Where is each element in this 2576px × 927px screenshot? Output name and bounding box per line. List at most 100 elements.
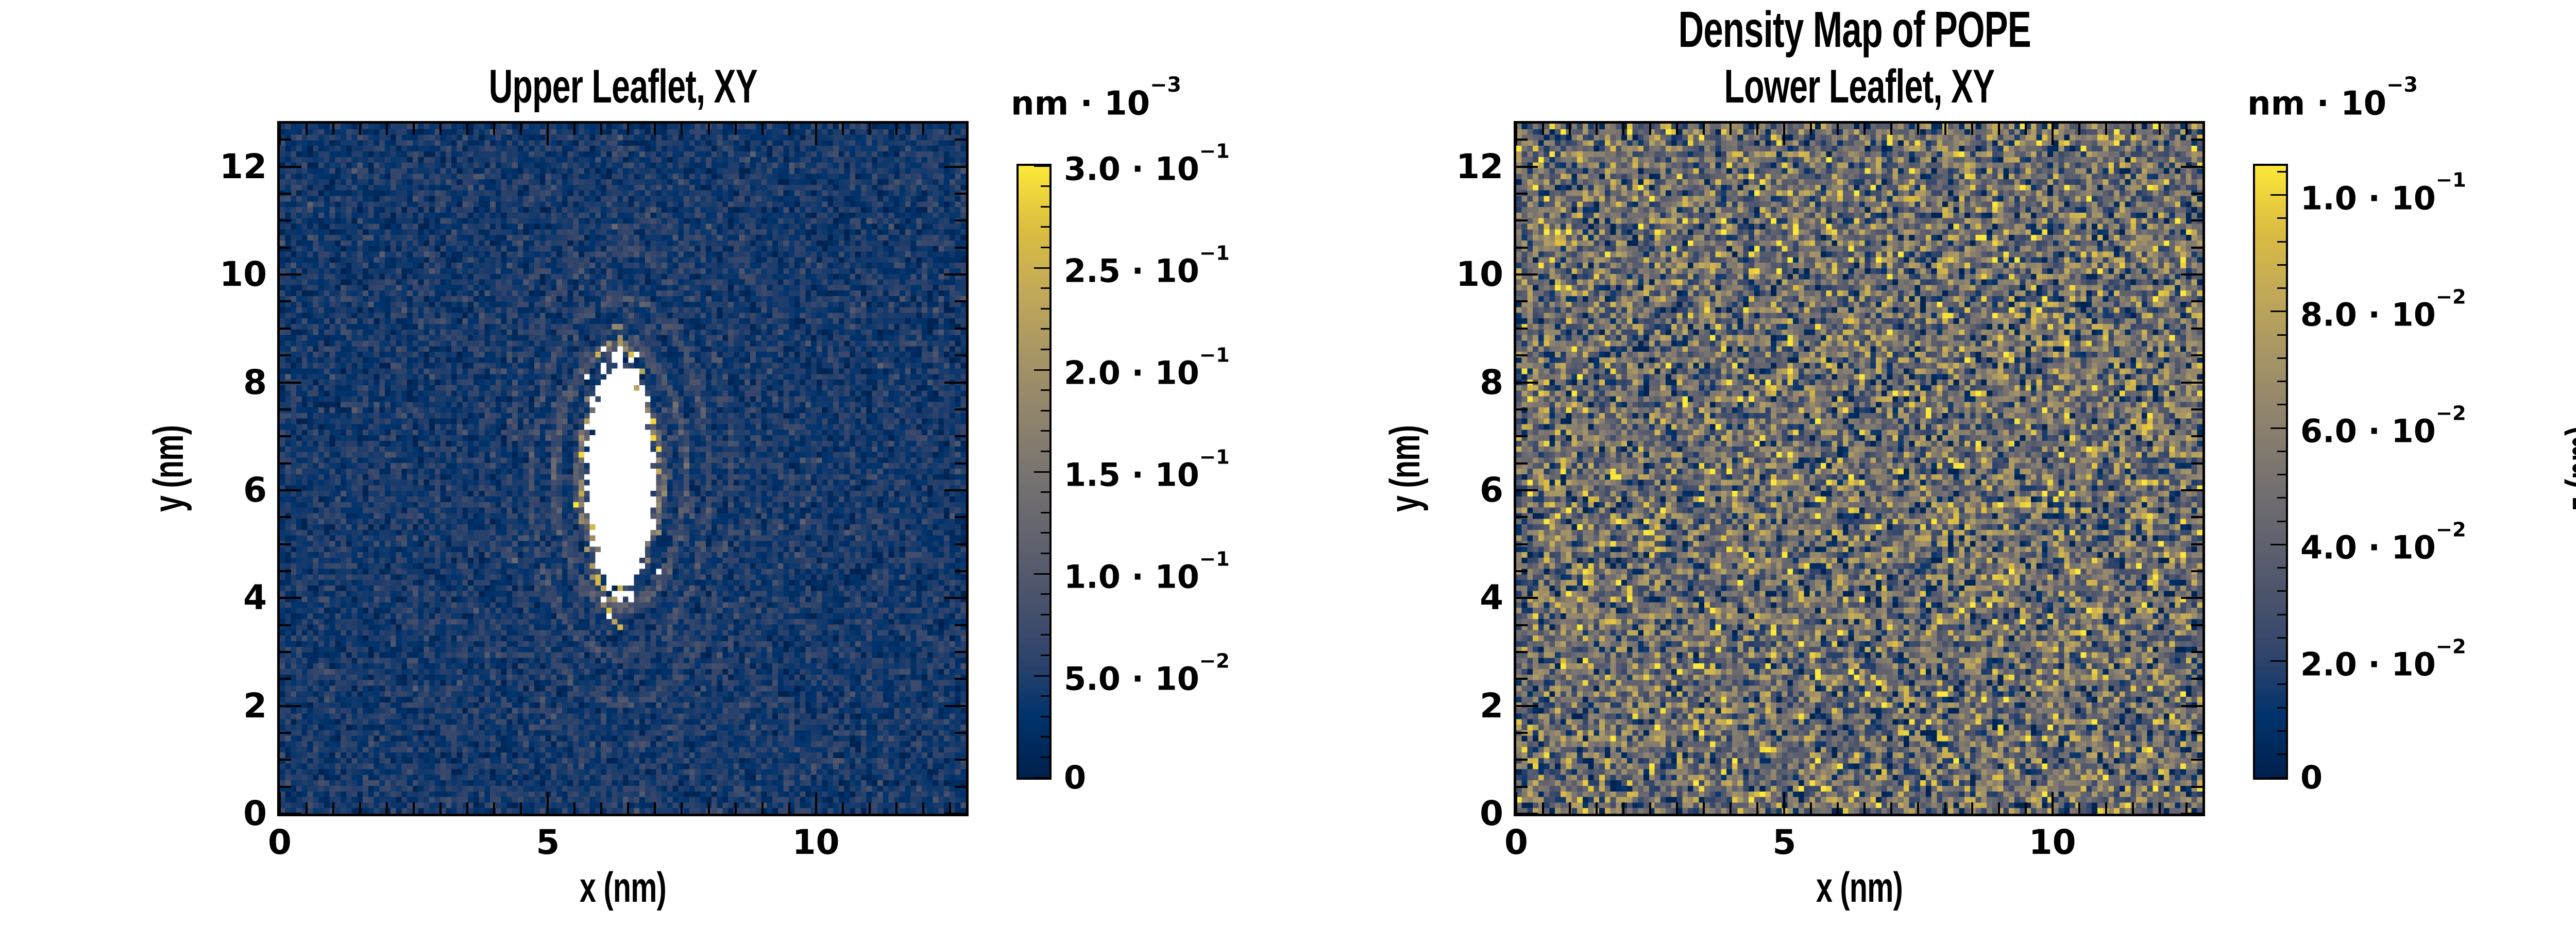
- tick-mark: [386, 802, 388, 814]
- y-tick-label: −2: [2447, 563, 2576, 604]
- colorbar-unit-label: nm · 10−3: [1011, 73, 1182, 123]
- tick-mark: [573, 802, 576, 814]
- tick-mark: [280, 354, 291, 357]
- colorbar-tick-mark: [2277, 241, 2286, 243]
- panel-title: Upper Leaflet, XY: [280, 60, 966, 113]
- exponent: −2: [2435, 402, 2466, 425]
- colorbar-tick-label: 2.0 · 10−1: [1064, 344, 1230, 392]
- tick-mark: [1515, 124, 1517, 145]
- tick-mark: [332, 802, 335, 814]
- tick-mark: [280, 731, 291, 734]
- tick-mark: [1810, 802, 1812, 814]
- y-tick-label: 6: [243, 470, 267, 510]
- colorbar-tick-mark: [1041, 287, 1049, 289]
- colorbar-tick-mark: [2277, 753, 2286, 756]
- colorbar-tick-mark: [2277, 170, 2286, 173]
- tick-mark: [955, 624, 966, 626]
- exponent: −1: [1199, 547, 1230, 571]
- tick-mark: [1622, 124, 1625, 135]
- tick-mark: [1997, 124, 2000, 135]
- tick-mark: [280, 759, 291, 761]
- tick-mark: [280, 785, 291, 788]
- tick-mark: [1516, 597, 1538, 599]
- colorbar-tick-mark: [1041, 613, 1049, 615]
- y-tick-label: 12: [219, 146, 267, 186]
- tick-mark: [895, 802, 897, 814]
- y-axis-label: y (nm): [107, 425, 231, 512]
- colorbar-tick-mark: [1041, 205, 1049, 208]
- tick-mark: [948, 124, 951, 135]
- tick-mark: [944, 489, 966, 491]
- x-tick-label: 0: [1504, 822, 1528, 862]
- tick-mark: [2191, 408, 2202, 410]
- tick-mark: [788, 802, 790, 814]
- tick-mark: [627, 124, 630, 135]
- density-heatmap-canvas: [280, 124, 966, 814]
- colorbar-tick-mark: [1041, 715, 1049, 717]
- tick-mark: [955, 462, 966, 465]
- exponent: −2: [2435, 635, 2466, 659]
- tick-mark: [788, 124, 790, 135]
- tick-mark: [2158, 124, 2161, 135]
- colorbar-tick-label: 2.5 · 10−1: [1064, 242, 1230, 290]
- colorbar-tick-mark: [1034, 369, 1049, 371]
- exponent: −1: [2435, 169, 2466, 193]
- tick-mark: [280, 489, 301, 491]
- x-axis-label: x (nm): [1516, 864, 2202, 912]
- tick-mark: [1783, 124, 1786, 145]
- tick-mark: [280, 435, 291, 438]
- colorbar-tick-mark: [1041, 389, 1049, 391]
- colorbar-tick-mark: [1041, 756, 1049, 758]
- colorbar-tick-mark: [2277, 450, 2286, 452]
- tick-mark: [1730, 124, 1732, 135]
- colorbar-tick-mark: [2277, 613, 2286, 615]
- tick-mark: [280, 705, 301, 707]
- colorbar-tick-mark: [1041, 634, 1049, 636]
- colorbar-tick-label: 4.0 · 10−2: [2300, 518, 2466, 566]
- y-tick-label: 0: [1480, 794, 1503, 833]
- tick-mark: [1944, 802, 1946, 814]
- tick-mark: [2024, 124, 2027, 135]
- tick-mark: [2191, 731, 2202, 734]
- tick-mark: [1516, 624, 1528, 626]
- colorbar-tick-mark: [2277, 334, 2286, 336]
- tick-mark: [1649, 802, 1652, 814]
- tick-mark: [955, 246, 966, 249]
- y-tick-label: 4: [2447, 218, 2576, 259]
- colorbar-tick-mark: [2277, 264, 2286, 266]
- colorbar-tick-mark: [1041, 328, 1049, 330]
- tick-mark: [2158, 802, 2161, 814]
- tick-mark: [279, 792, 281, 814]
- density-heatmap-canvas: [1516, 124, 2202, 814]
- y-tick-label: 10: [1456, 254, 1503, 295]
- y-tick-label: 10: [219, 254, 267, 295]
- colorbar-tick-label: 1.0 · 10−1: [1064, 547, 1230, 596]
- colorbar-tick-label: 0: [2300, 759, 2323, 796]
- colorbar-tick-mark: [1041, 450, 1049, 452]
- tick-mark: [1516, 165, 1538, 168]
- tick-mark: [2181, 273, 2202, 276]
- colorbar-tick-mark: [2277, 497, 2286, 499]
- colorbar-tick-mark: [2277, 730, 2286, 732]
- colorbar-tick-mark: [2277, 707, 2286, 709]
- tick-mark: [1516, 462, 1528, 465]
- tick-mark: [1542, 802, 1545, 814]
- exponent: −2: [2435, 518, 2466, 542]
- tick-mark: [1516, 705, 1538, 707]
- tick-mark: [1569, 802, 1571, 814]
- x-tick-label: 10: [792, 822, 840, 862]
- tick-mark: [1756, 124, 1759, 135]
- tick-mark: [1997, 802, 2000, 814]
- tick-mark: [466, 124, 469, 135]
- colorbar-tick-mark: [1041, 593, 1049, 595]
- tick-mark: [654, 124, 656, 135]
- tick-mark: [280, 516, 291, 519]
- tick-mark: [2191, 435, 2202, 438]
- exponent: −2: [2435, 285, 2466, 309]
- y-axis-label-text: z (nm): [2557, 426, 2576, 511]
- tick-mark: [1944, 124, 1946, 135]
- tick-mark: [955, 731, 966, 734]
- exponent: −3: [2386, 73, 2418, 97]
